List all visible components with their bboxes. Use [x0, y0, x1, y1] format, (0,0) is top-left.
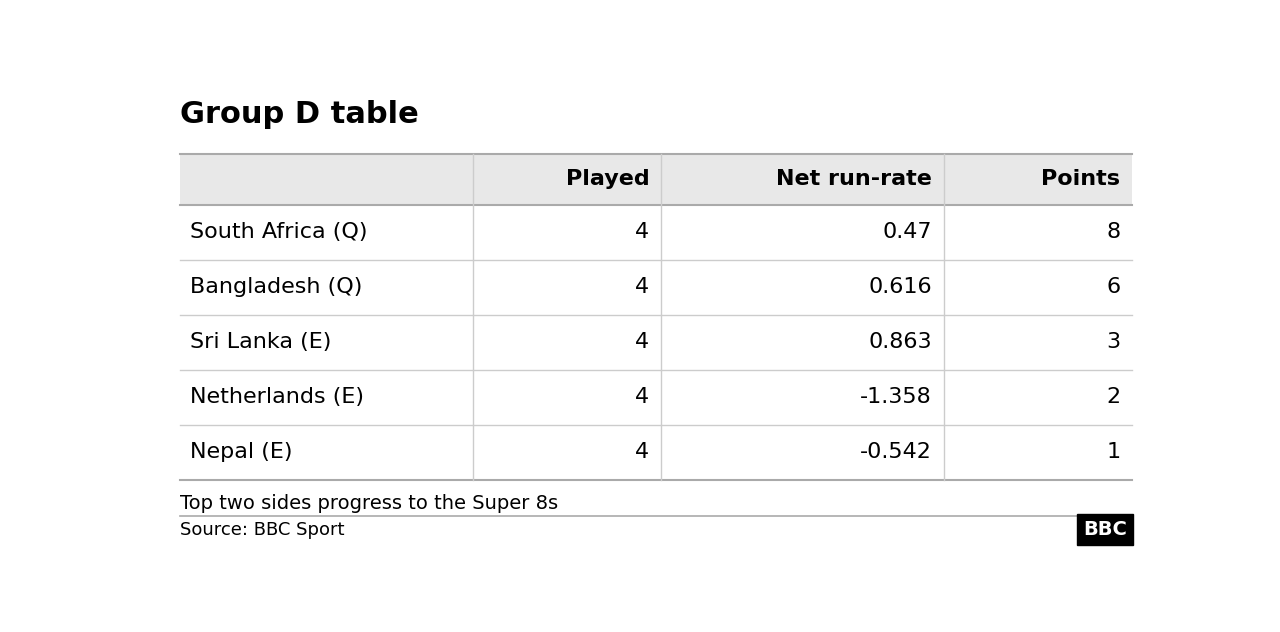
Text: 0.47: 0.47	[882, 222, 932, 242]
Text: 3: 3	[1106, 332, 1120, 352]
Text: 0.863: 0.863	[868, 332, 932, 352]
Text: 8: 8	[1106, 222, 1120, 242]
Text: 4: 4	[635, 332, 649, 352]
Text: -0.542: -0.542	[860, 442, 932, 462]
Bar	[179, 370, 1132, 425]
Text: Played: Played	[566, 169, 649, 189]
Text: Group D table: Group D table	[179, 100, 419, 129]
Text: Source: BBC Sport: Source: BBC Sport	[179, 521, 344, 539]
Bar	[179, 154, 1132, 205]
Text: 6: 6	[1106, 277, 1120, 297]
Text: Top two sides progress to the Super 8s: Top two sides progress to the Super 8s	[179, 494, 558, 513]
Text: Points: Points	[1041, 169, 1120, 189]
Bar	[179, 205, 1132, 260]
Text: Netherlands (E): Netherlands (E)	[189, 387, 364, 407]
Text: 4: 4	[635, 277, 649, 297]
Bar	[179, 425, 1132, 480]
Text: Net run-rate: Net run-rate	[776, 169, 932, 189]
Text: 4: 4	[635, 387, 649, 407]
Text: Nepal (E): Nepal (E)	[189, 442, 292, 462]
Text: 2: 2	[1106, 387, 1120, 407]
Text: 1: 1	[1106, 442, 1120, 462]
Text: BBC: BBC	[1083, 520, 1128, 539]
Text: 4: 4	[635, 442, 649, 462]
Text: Sri Lanka (E): Sri Lanka (E)	[189, 332, 332, 352]
Text: Bangladesh (Q): Bangladesh (Q)	[189, 277, 362, 297]
Bar	[179, 260, 1132, 315]
Bar	[179, 315, 1132, 370]
Text: 4: 4	[635, 222, 649, 242]
Text: 0.616: 0.616	[868, 277, 932, 297]
Text: -1.358: -1.358	[860, 387, 932, 407]
Text: South Africa (Q): South Africa (Q)	[189, 222, 367, 242]
